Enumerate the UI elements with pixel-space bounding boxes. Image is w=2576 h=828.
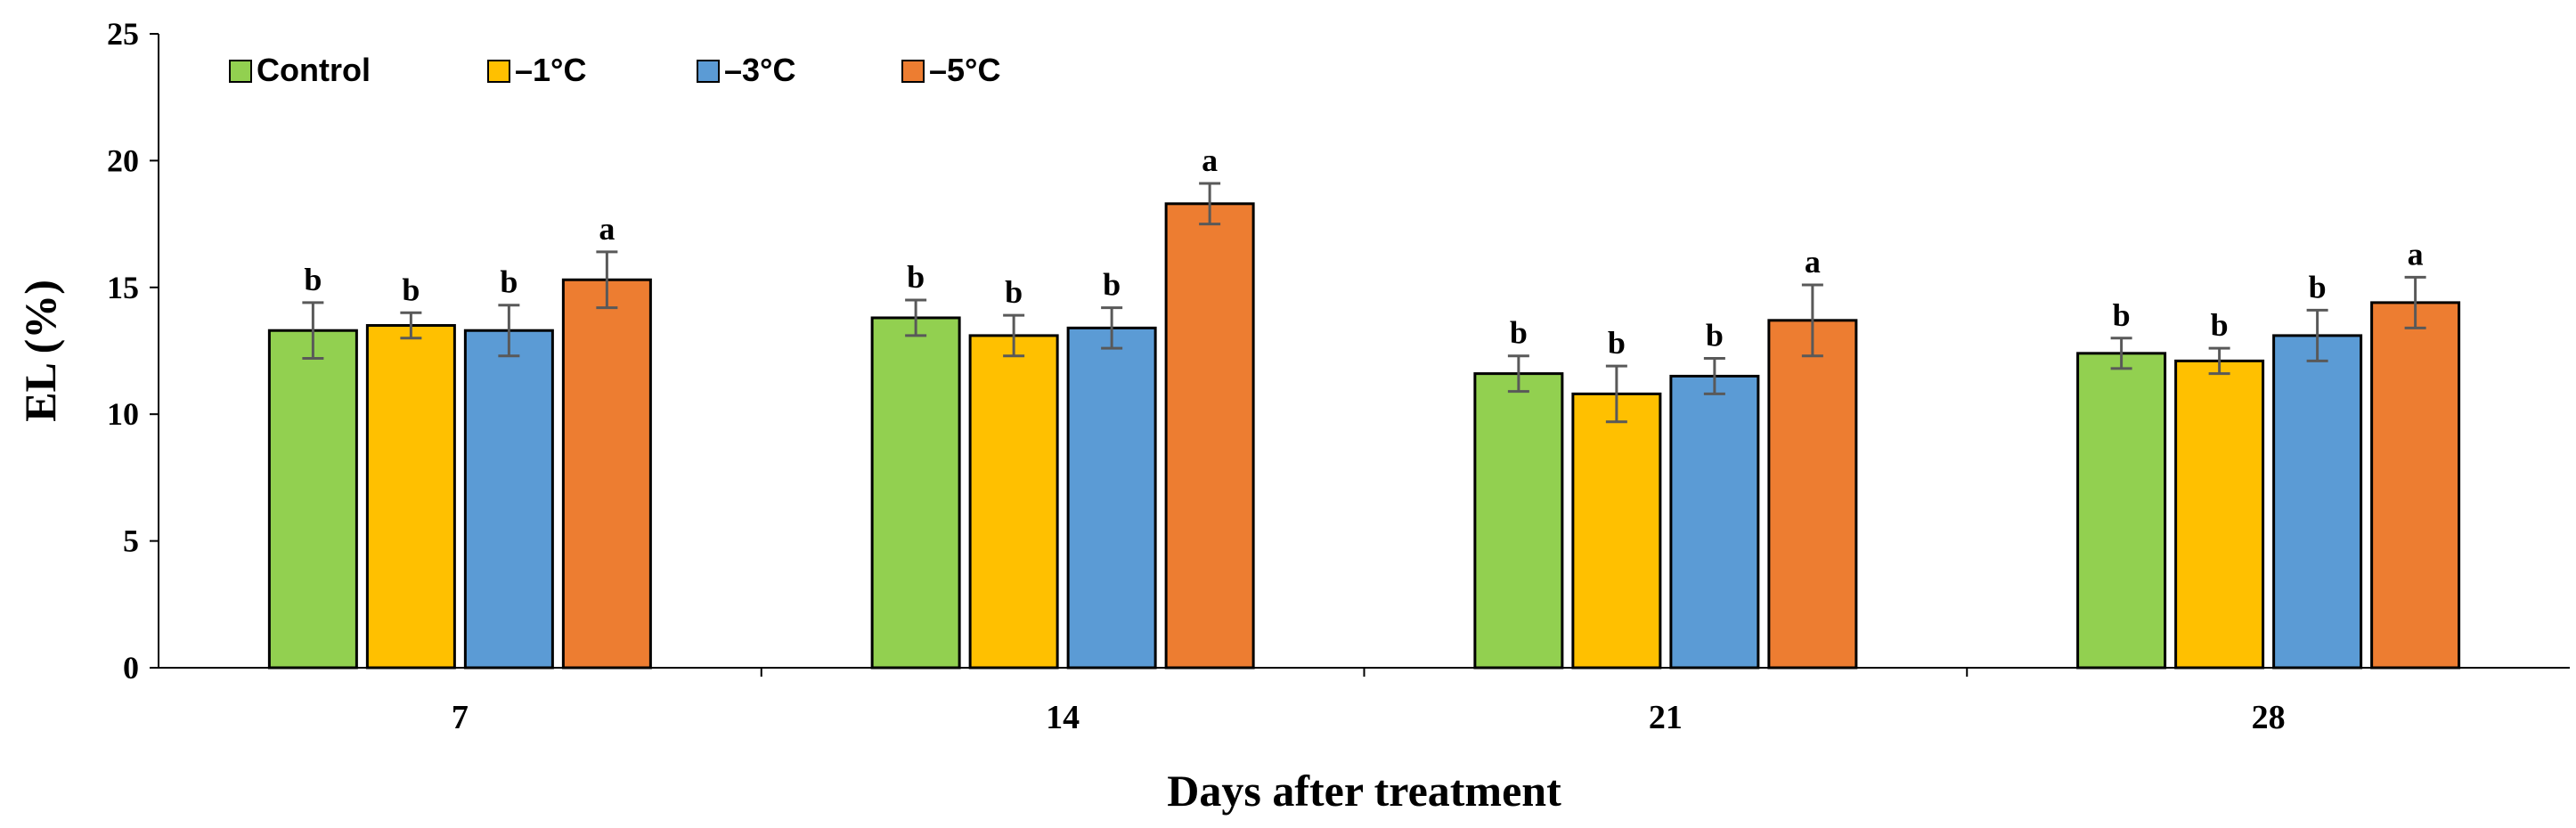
legend-label-1: –1°C — [515, 52, 586, 88]
significance-letter: b — [1005, 274, 1023, 310]
bar-Control-day-7 — [267, 329, 358, 670]
significance-letter: b — [402, 272, 420, 307]
y-tick-label: 15 — [107, 270, 139, 305]
bar-Control-day-14 — [870, 316, 961, 670]
y-tick-label: 25 — [107, 16, 139, 52]
significance-letter: a — [1805, 244, 1821, 280]
legend-swatch-2 — [697, 60, 720, 83]
x-axis-title: Days after treatment — [1167, 766, 1561, 816]
significance-letter: a — [2408, 236, 2424, 272]
bar-Control-day-21 — [1473, 372, 1564, 670]
bar-–5°C-day-28 — [2370, 301, 2461, 670]
y-tick-label: 10 — [107, 396, 139, 432]
y-tick-label: 5 — [123, 524, 139, 559]
significance-letter: b — [2211, 307, 2229, 343]
significance-letter: b — [304, 262, 322, 297]
bar-–5°C-day-21 — [1767, 319, 1858, 670]
legend-label-0: Control — [257, 52, 371, 88]
bar-Control-day-28 — [2076, 352, 2167, 670]
significance-letter: b — [1103, 267, 1121, 303]
significance-letter: b — [2113, 297, 2131, 333]
y-axis-title: EL (%) — [15, 280, 65, 422]
legend-swatch-3 — [901, 60, 925, 83]
significance-letter: a — [599, 211, 615, 247]
x-tick-label: 7 — [452, 699, 469, 736]
bar-–1°C-day-14 — [968, 334, 1059, 670]
legend-swatch-1 — [487, 60, 510, 83]
bar-–3°C-day-14 — [1066, 326, 1157, 670]
bar-–5°C-day-14 — [1164, 202, 1255, 670]
bar-–3°C-day-28 — [2272, 334, 2363, 670]
bar-–1°C-day-28 — [2174, 359, 2265, 670]
bar-–1°C-day-7 — [365, 324, 456, 670]
bar-–3°C-day-7 — [463, 329, 554, 670]
significance-letter: b — [907, 259, 925, 295]
bar-–3°C-day-21 — [1669, 374, 1760, 670]
x-tick-label: 28 — [2252, 699, 2286, 736]
significance-letter: b — [500, 264, 518, 300]
legend-label-2: –3°C — [724, 52, 795, 88]
x-tick-label: 14 — [1046, 699, 1080, 736]
significance-letter: a — [1202, 142, 1218, 178]
y-tick-label: 20 — [107, 142, 139, 178]
significance-letter: b — [1608, 325, 1626, 361]
y-tick-label: 0 — [123, 650, 139, 686]
significance-letter: b — [2309, 269, 2327, 304]
significance-letter: b — [1706, 318, 1724, 353]
bar-–1°C-day-21 — [1571, 392, 1662, 670]
x-tick-label: 21 — [1649, 699, 1683, 736]
legend-swatch-0 — [229, 60, 252, 83]
bar-–5°C-day-7 — [561, 278, 652, 670]
legend-label-3: –5°C — [929, 52, 1000, 88]
significance-letter: b — [1510, 315, 1528, 351]
